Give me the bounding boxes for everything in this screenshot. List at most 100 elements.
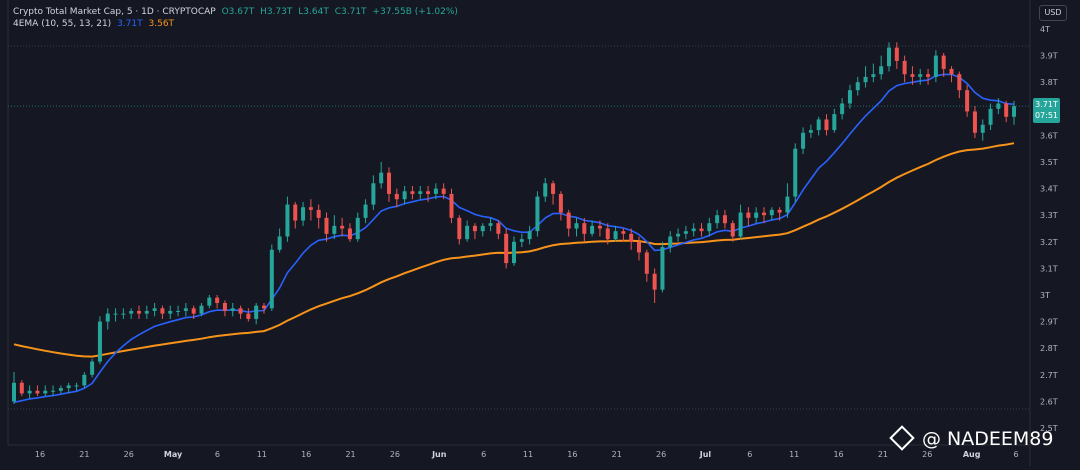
candle-body <box>691 228 696 232</box>
currency-button[interactable]: USD <box>1039 5 1067 21</box>
candle-body <box>1004 103 1009 117</box>
candle-body <box>340 225 345 229</box>
candle-body <box>238 308 243 314</box>
symbol-label: Crypto Total Market Cap, 5 · 1D · CRYPTO… <box>13 7 216 17</box>
candle-body <box>824 119 829 131</box>
ohlc-high: H3.73T <box>260 7 293 17</box>
candle-body <box>285 204 290 237</box>
candle-body <box>715 215 720 224</box>
candle-body <box>371 183 376 205</box>
y-tick-label: 3.1T <box>1040 264 1058 273</box>
candle-body <box>949 68 954 75</box>
candle-body <box>496 223 501 234</box>
candle-body <box>965 90 970 112</box>
x-tick-label: 6 <box>215 450 220 459</box>
candle-body <box>308 207 313 210</box>
y-tick-label: 3.6T <box>1040 131 1058 140</box>
candle-body <box>457 217 462 240</box>
candle-body <box>230 308 235 311</box>
candle-body <box>332 225 337 234</box>
candle-body <box>527 231 532 240</box>
ema-long-value: 3.56T <box>148 19 175 29</box>
candle-body <box>597 225 602 229</box>
candle-body <box>293 204 298 221</box>
candle-body <box>191 308 196 314</box>
candle-body <box>543 183 548 197</box>
candle-body <box>12 382 16 402</box>
candle-body <box>808 130 813 133</box>
candle-body <box>777 209 782 213</box>
candle-body <box>472 225 477 232</box>
candle-body <box>43 390 48 394</box>
x-tick-label: 26 <box>390 450 400 459</box>
x-tick-label: Jun <box>431 450 447 459</box>
candle-body <box>652 273 657 290</box>
candle-body <box>426 191 431 194</box>
candle-body <box>988 108 993 125</box>
candle-body <box>35 390 40 394</box>
candle-body <box>894 47 899 61</box>
candle-body <box>488 223 493 226</box>
candle-body <box>433 188 438 194</box>
candle-body <box>801 132 806 149</box>
candle-body <box>1012 106 1016 117</box>
candle-body <box>887 47 891 67</box>
candle-body <box>957 74 962 91</box>
x-tick-label: 21 <box>345 450 355 459</box>
candle-body <box>277 236 282 250</box>
candle-body <box>176 310 181 312</box>
candle-body <box>137 310 141 314</box>
x-tick-label: 21 <box>878 450 888 459</box>
candle-body <box>129 310 134 314</box>
candle-body <box>918 74 923 77</box>
x-tick-label: Aug <box>963 450 981 459</box>
candle-body <box>676 233 681 237</box>
ohlc-open: O3.67T <box>221 7 255 17</box>
candle-body <box>621 231 626 234</box>
last-price-value: 3.71T <box>1035 100 1058 109</box>
candle-body <box>879 66 884 75</box>
candle-body <box>363 204 368 218</box>
y-tick-label: 3.9T <box>1040 52 1058 61</box>
candle-body <box>644 252 649 274</box>
candle-body <box>207 297 212 306</box>
y-tick-label: 2.9T <box>1040 318 1058 327</box>
candle-body <box>590 225 595 234</box>
candle-body <box>722 215 727 224</box>
candle-body <box>168 310 173 314</box>
candle-body <box>222 302 227 311</box>
candle-body <box>582 223 587 234</box>
y-tick-label: 3.8T <box>1040 78 1058 87</box>
candle-body <box>379 172 384 184</box>
candle-body <box>27 390 32 394</box>
candle-body <box>793 148 798 197</box>
candle-body <box>535 196 540 232</box>
candle-body <box>746 212 751 218</box>
x-tick-label: 26 <box>656 450 666 459</box>
candle-body <box>699 228 704 232</box>
candle-body <box>82 374 87 386</box>
x-tick-label: May <box>164 450 183 459</box>
candle-body <box>465 225 470 240</box>
x-tick-label: 6 <box>1013 450 1018 459</box>
y-tick-label: 3.3T <box>1040 211 1058 220</box>
y-tick-label: 3.4T <box>1040 185 1058 194</box>
candle-body <box>613 231 618 240</box>
ema-short-line <box>13 73 1015 404</box>
candle-body <box>847 90 852 104</box>
x-tick-label: 21 <box>612 450 622 459</box>
candle-body <box>58 388 63 391</box>
candle-body <box>301 207 306 221</box>
candle-body <box>441 188 446 194</box>
candle-body <box>519 239 524 242</box>
candle-body <box>785 196 790 213</box>
candle-body <box>324 217 329 234</box>
x-tick-label: 11 <box>257 450 267 459</box>
indicator-legend[interactable]: 4EMA (10, 55, 13, 21) 3.71T 3.56T <box>13 19 177 30</box>
y-tick-label: 2.8T <box>1040 344 1058 353</box>
candle-body <box>144 310 149 314</box>
y-tick-label: 3.5T <box>1040 158 1058 167</box>
candle-body <box>512 241 516 264</box>
watermark: @ NADEEM89 <box>889 424 1053 451</box>
